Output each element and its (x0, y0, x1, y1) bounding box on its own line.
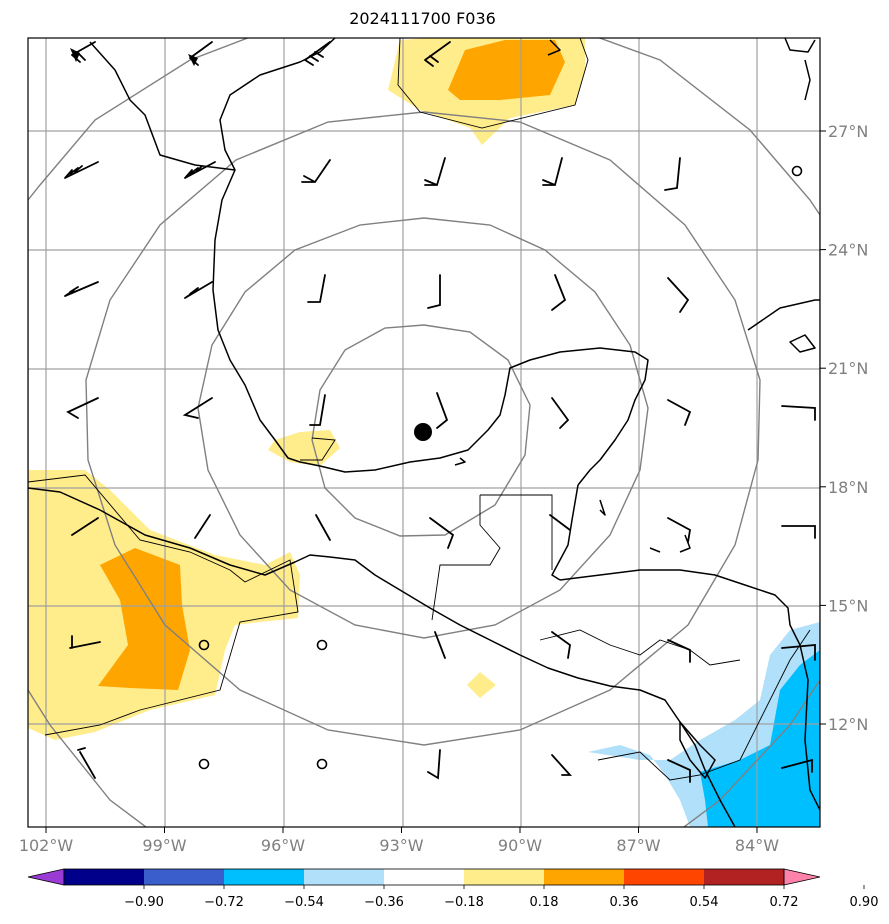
colorbar-segment (544, 869, 624, 885)
negative-anomaly-shading (588, 622, 820, 827)
political-borders (28, 38, 811, 781)
colorbar-label: −0.36 (364, 895, 404, 910)
colorbar-segment (464, 869, 544, 885)
wind-barbs (64, 41, 816, 783)
lon-tick-label: 93°W (379, 836, 423, 855)
lon-tick-label: 102°W (19, 836, 74, 855)
colorbar-label: 0.72 (770, 895, 799, 910)
colorbar-extend-low (27, 868, 65, 886)
colorbar-segment (624, 869, 704, 885)
colorbar-label: 0.36 (610, 895, 639, 910)
colorbar-label: −0.18 (444, 895, 484, 910)
colorbar-segment (704, 869, 784, 885)
colorbar-segment (64, 869, 144, 885)
colorbar-segment (304, 869, 384, 885)
colorbar-label: −0.54 (284, 895, 324, 910)
lat-tick-label: 15°N (828, 596, 868, 615)
map-title: 2024111700 F036 (349, 9, 496, 28)
lon-tick-label: 96°W (261, 836, 305, 855)
lat-tick-label: 18°N (828, 478, 868, 497)
lat-tick-label: 24°N (828, 241, 868, 260)
lon-tick-label: 99°W (142, 836, 186, 855)
positive-anomaly-shading (28, 38, 585, 740)
colorbar-segment (224, 869, 304, 885)
calm-wind-circles (198, 165, 803, 770)
latitude-axis: 27°N 24°N 21°N 18°N 15°N 12°N (820, 122, 868, 734)
colorbar-segment (144, 869, 224, 885)
colorbar-extend-high (783, 868, 821, 886)
lon-tick-label: 90°W (498, 836, 542, 855)
colorbar: −0.90 −0.72 −0.54 −0.36 −0.18 0.18 0.36 0.54 0.7… (27, 868, 879, 910)
lat-tick-label: 27°N (828, 122, 868, 141)
colorbar-label: −0.90 (124, 895, 164, 910)
lon-tick-label: 87°W (616, 836, 660, 855)
lat-tick-label: 12°N (828, 715, 868, 734)
storm-center-marker (414, 423, 432, 441)
coastlines (28, 38, 820, 827)
map-frame (27, 37, 821, 828)
colorbar-label: 0.90 (850, 895, 879, 910)
longitude-axis: 102°W 99°W 96°W 93°W 90°W 87°W 84°W (19, 827, 779, 855)
colorbar-label: 0.54 (690, 895, 719, 910)
graticule (28, 38, 820, 827)
lat-tick-label: 21°N (828, 359, 868, 378)
lon-tick-label: 84°W (735, 836, 779, 855)
colorbar-segment (384, 869, 464, 885)
colorbar-label: 0.18 (530, 895, 559, 910)
colorbar-label: −0.72 (204, 895, 244, 910)
wind-barb-flags (70, 48, 198, 66)
colorbar-frame (63, 868, 785, 886)
map-plot-area (28, 38, 820, 827)
distance-rings (28, 38, 820, 827)
